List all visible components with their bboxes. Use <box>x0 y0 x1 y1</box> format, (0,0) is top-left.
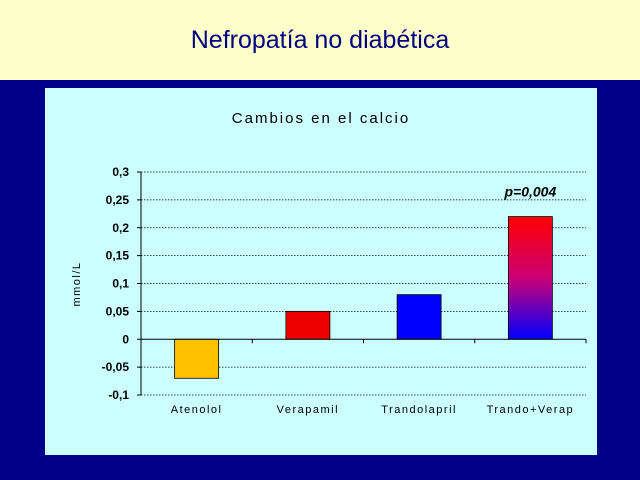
x-tick-label: Verapamil <box>277 404 339 416</box>
y-tick-label: 0,2 <box>112 221 129 235</box>
significance-annotation: p=0,004 <box>503 184 556 200</box>
grid-layer <box>141 171 586 396</box>
bar <box>174 338 220 379</box>
y-tick-label: 0 <box>122 332 129 346</box>
y-tick-label: 0,25 <box>106 193 130 207</box>
x-tick-label: Trandolapril <box>381 404 457 416</box>
title-band <box>0 0 640 80</box>
x-tick-label: Atenolol <box>171 404 223 416</box>
bar <box>396 294 442 340</box>
bar <box>285 310 331 340</box>
x-tick-label: Trando+Verap <box>487 404 575 416</box>
y-axis-label: mmol/L <box>71 261 83 306</box>
y-tick-label: 0,15 <box>106 249 130 263</box>
y-tick-label: 0,3 <box>112 165 129 179</box>
chart-panel: Cambios en el calcio mmol/L 0,3 0,25 0,2 0,… <box>45 88 597 455</box>
y-tick-label: -0,05 <box>102 360 130 374</box>
label-layer: 0,3 0,25 0,2 0,15 0,1 0,05 0 -0,05 -0,1 Atenolol V… <box>102 165 575 416</box>
bar-layer <box>174 216 553 379</box>
slide-title: Nefropatía no diabética <box>190 26 450 54</box>
chart-title: Cambios en el calcio <box>232 110 410 127</box>
axis-layer <box>137 171 587 396</box>
y-tick-label: -0,1 <box>108 388 129 402</box>
y-tick-label: 0,1 <box>112 277 129 291</box>
y-tick-label: 0,05 <box>106 304 130 318</box>
chart: Cambios en el calcio mmol/L 0,30,250,20,… <box>71 110 587 416</box>
bar <box>507 216 553 340</box>
